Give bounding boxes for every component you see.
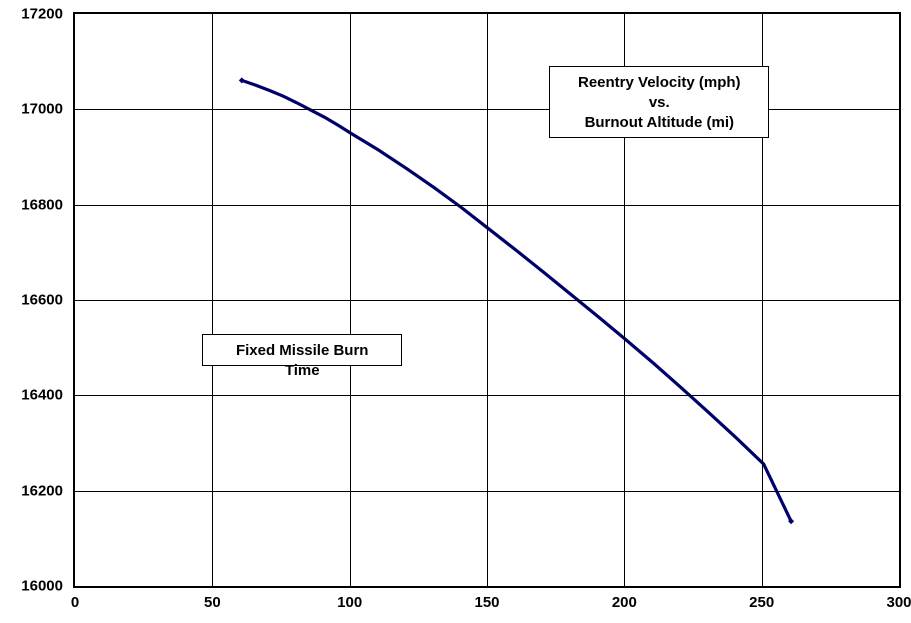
title_box-line: Reentry Velocity (mph) — [564, 73, 754, 93]
x-tick-label: 0 — [71, 594, 79, 611]
title_box: Reentry Velocity (mph)vs.Burnout Altitud… — [549, 66, 769, 138]
gridline-horizontal — [75, 300, 899, 301]
gridline-horizontal — [75, 491, 899, 492]
title_box-line: Burnout Altitude (mi) — [564, 113, 754, 133]
x-tick-label: 250 — [749, 594, 774, 611]
note_box-line: Fixed Missile Burn Time — [217, 341, 387, 382]
title_box-line: vs. — [564, 93, 754, 113]
y-tick-label: 16200 — [0, 482, 63, 499]
y-tick-label: 17000 — [0, 101, 63, 118]
line-chart: Reentry Velocity (mph)vs.Burnout Altitud… — [0, 0, 911, 623]
y-tick-label: 16400 — [0, 387, 63, 404]
gridline-horizontal — [75, 205, 899, 206]
y-tick-label: 16600 — [0, 292, 63, 309]
gridline-horizontal — [75, 395, 899, 396]
x-tick-label: 50 — [204, 594, 221, 611]
note_box: Fixed Missile Burn Time — [202, 334, 402, 366]
y-tick-label: 17200 — [0, 6, 63, 23]
plot-area: Reentry Velocity (mph)vs.Burnout Altitud… — [73, 12, 901, 588]
x-tick-label: 300 — [886, 594, 911, 611]
x-tick-label: 200 — [612, 594, 637, 611]
gridline-horizontal — [75, 109, 899, 110]
y-tick-label: 16000 — [0, 578, 63, 595]
y-tick-label: 16800 — [0, 196, 63, 213]
x-tick-label: 100 — [337, 594, 362, 611]
x-tick-label: 150 — [474, 594, 499, 611]
